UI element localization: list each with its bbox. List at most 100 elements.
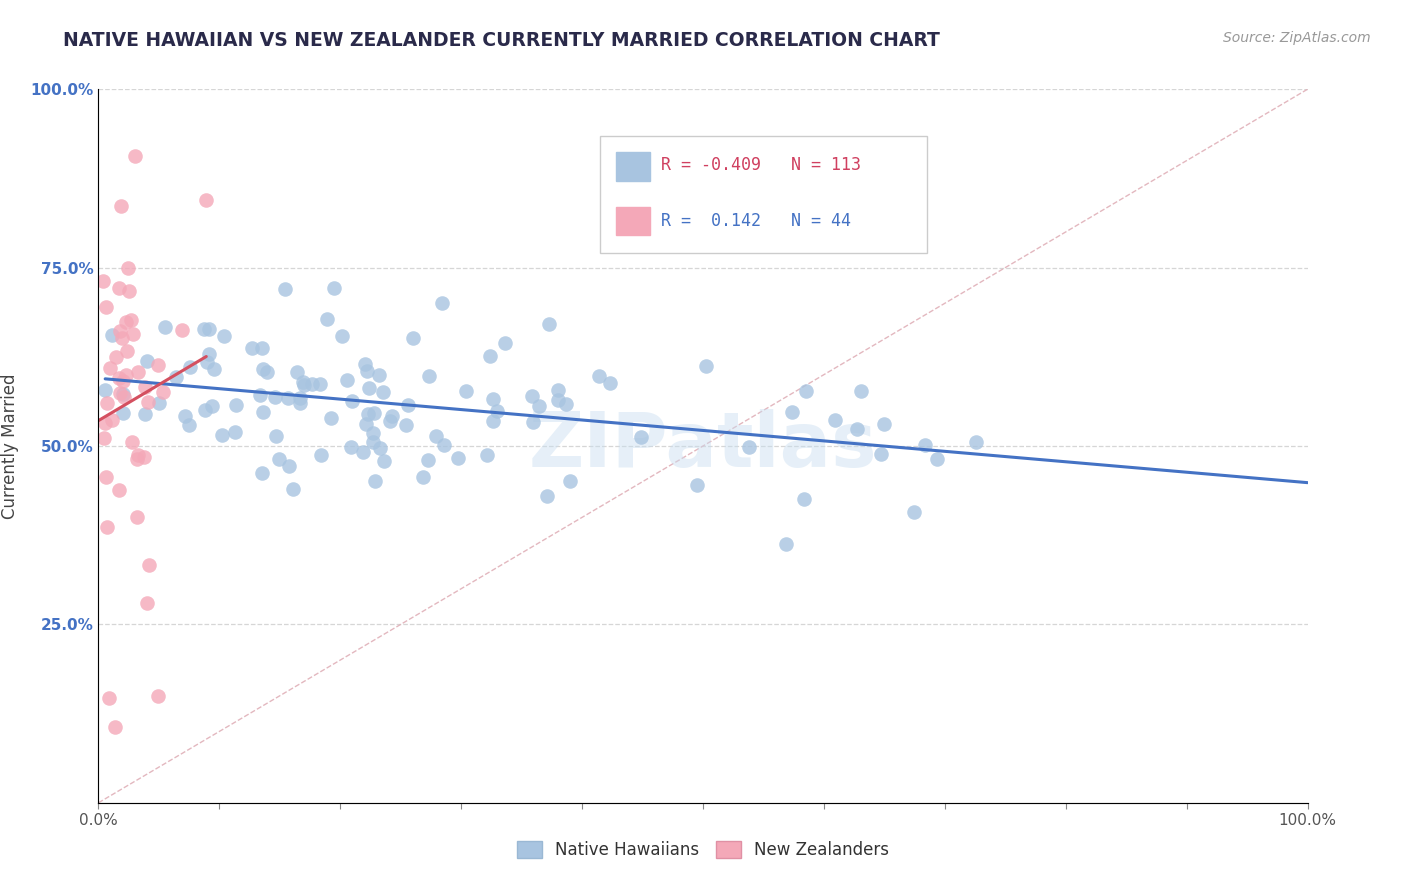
Point: [240, 341, 263, 355]
Point: [225, 398, 247, 412]
Point: [433, 438, 456, 452]
Point: [107, 370, 129, 384]
Point: [269, 451, 291, 466]
Point: [96, 469, 118, 483]
Point: [363, 474, 385, 488]
Point: [224, 425, 246, 440]
Point: [120, 313, 142, 327]
Point: [250, 341, 273, 355]
Point: [558, 474, 581, 488]
Bar: [616, 207, 650, 235]
Point: [115, 343, 138, 358]
Point: [418, 369, 440, 384]
Point: [447, 450, 470, 465]
Point: [252, 362, 274, 376]
Point: [361, 435, 384, 450]
Point: [354, 358, 377, 372]
Point: [127, 452, 149, 467]
Point: [152, 385, 174, 400]
Point: [112, 390, 135, 404]
Point: [356, 417, 378, 431]
Point: [96, 520, 118, 534]
Point: [780, 405, 803, 419]
Point: [100, 328, 122, 343]
Point: [134, 450, 156, 464]
Point: [114, 315, 136, 329]
Point: [97, 691, 120, 706]
Y-axis label: Currently Married: Currently Married: [1, 373, 20, 519]
Point: [308, 377, 330, 392]
Text: R = -0.409   N = 113: R = -0.409 N = 113: [661, 156, 860, 174]
Point: [321, 411, 343, 425]
Point: [352, 444, 374, 458]
Point: [101, 413, 124, 427]
Point: [536, 489, 558, 503]
Point: [925, 451, 948, 466]
Point: [824, 413, 846, 427]
Point: [264, 428, 287, 442]
Point: [323, 281, 346, 295]
Point: [425, 429, 447, 443]
Point: [125, 510, 148, 524]
Point: [395, 417, 418, 432]
Point: [396, 398, 419, 412]
Point: [356, 364, 378, 378]
Point: [311, 448, 333, 462]
Point: [527, 399, 550, 413]
Point: [134, 380, 156, 394]
Legend: Native Hawaiians, New Zealanders: Native Hawaiians, New Zealanders: [510, 834, 896, 866]
Point: [108, 483, 131, 497]
Point: [212, 328, 235, 343]
Point: [412, 469, 434, 483]
Point: [274, 282, 297, 296]
Point: [146, 690, 169, 704]
Point: [148, 359, 170, 373]
Point: [481, 392, 503, 406]
Point: [775, 537, 797, 551]
Point: [903, 505, 925, 519]
Point: [112, 387, 135, 401]
Point: [340, 440, 363, 454]
Point: [588, 369, 610, 384]
Point: [108, 386, 131, 401]
Point: [111, 331, 134, 345]
Text: Source: ZipAtlas.com: Source: ZipAtlas.com: [1223, 31, 1371, 45]
Point: [456, 384, 478, 398]
Point: [121, 435, 143, 450]
Point: [104, 720, 127, 734]
Point: [112, 374, 135, 388]
Point: [430, 296, 453, 310]
Point: [340, 394, 363, 409]
Point: [201, 400, 224, 414]
Point: [361, 426, 384, 441]
Point: [737, 440, 759, 454]
Point: [357, 381, 380, 395]
Point: [478, 349, 501, 363]
Point: [194, 402, 217, 417]
Point: [136, 395, 159, 409]
Point: [127, 449, 149, 463]
Point: [197, 347, 219, 361]
Point: [108, 281, 131, 295]
Point: [686, 478, 709, 492]
Point: [599, 376, 621, 391]
Point: [381, 409, 404, 423]
Point: [418, 453, 440, 467]
Point: [170, 323, 193, 337]
Point: [177, 418, 200, 433]
Point: [290, 395, 312, 409]
Point: [138, 558, 160, 572]
Point: [98, 361, 121, 376]
Point: [277, 391, 299, 405]
Point: [165, 370, 187, 384]
Point: [356, 407, 378, 421]
Point: [547, 392, 569, 407]
Point: [112, 405, 135, 419]
Point: [264, 390, 287, 404]
Point: [288, 391, 311, 405]
Point: [695, 359, 717, 374]
Point: [250, 466, 273, 480]
Point: [485, 403, 508, 417]
Point: [283, 482, 305, 496]
Point: [336, 373, 359, 387]
